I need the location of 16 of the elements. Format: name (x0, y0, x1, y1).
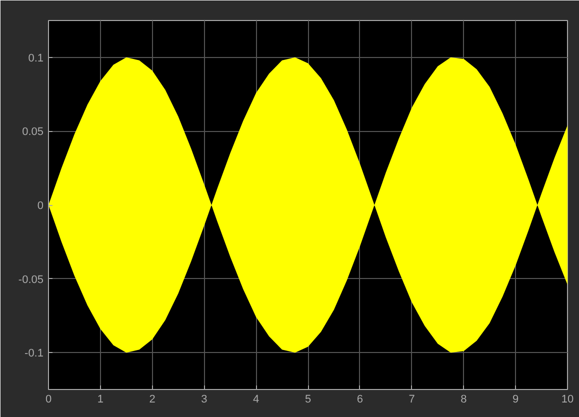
x-tick-label: 7 (408, 394, 415, 406)
x-tick-label: 6 (356, 394, 363, 406)
y-tick-label: 0 (37, 200, 44, 212)
x-tick-label: 1 (97, 394, 104, 406)
x-tick-label: 10 (561, 394, 574, 406)
x-tick-label: 8 (460, 394, 467, 406)
x-tick-label: 3 (201, 394, 208, 406)
x-tick-label: 5 (304, 394, 312, 406)
y-tick-label: 0.1 (28, 52, 44, 64)
y-tick-label: 0.05 (22, 126, 44, 138)
y-tick-label: -0.1 (24, 348, 44, 360)
x-tick-label: 0 (45, 394, 52, 406)
y-tick-label: -0.05 (18, 274, 44, 286)
x-tick-label: 2 (149, 394, 156, 406)
x-tick-label: 9 (512, 394, 519, 406)
x-tick-label: 4 (253, 394, 260, 406)
